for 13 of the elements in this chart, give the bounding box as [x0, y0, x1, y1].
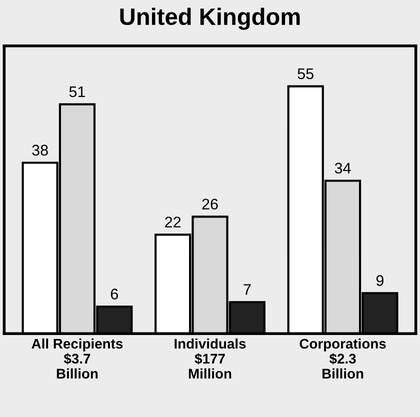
data-label: 34 [334, 162, 351, 174]
data-label: 38 [32, 144, 48, 156]
data-label: 51 [69, 86, 85, 98]
data-label: 6 [110, 288, 118, 300]
data-label: 9 [376, 275, 384, 286]
x-tick-label: Individuals $177 Million [174, 338, 246, 379]
chart-title: United Kingdom [120, 8, 300, 30]
data-label: 26 [202, 198, 218, 210]
data-label: 7 [244, 284, 251, 295]
data-label: 22 [165, 216, 181, 228]
data-label: 55 [298, 68, 314, 80]
x-tick-label: All Recipients $3.7 Billion [32, 338, 123, 379]
x-tick-label: Corporations $2.3 Billion [300, 338, 386, 379]
